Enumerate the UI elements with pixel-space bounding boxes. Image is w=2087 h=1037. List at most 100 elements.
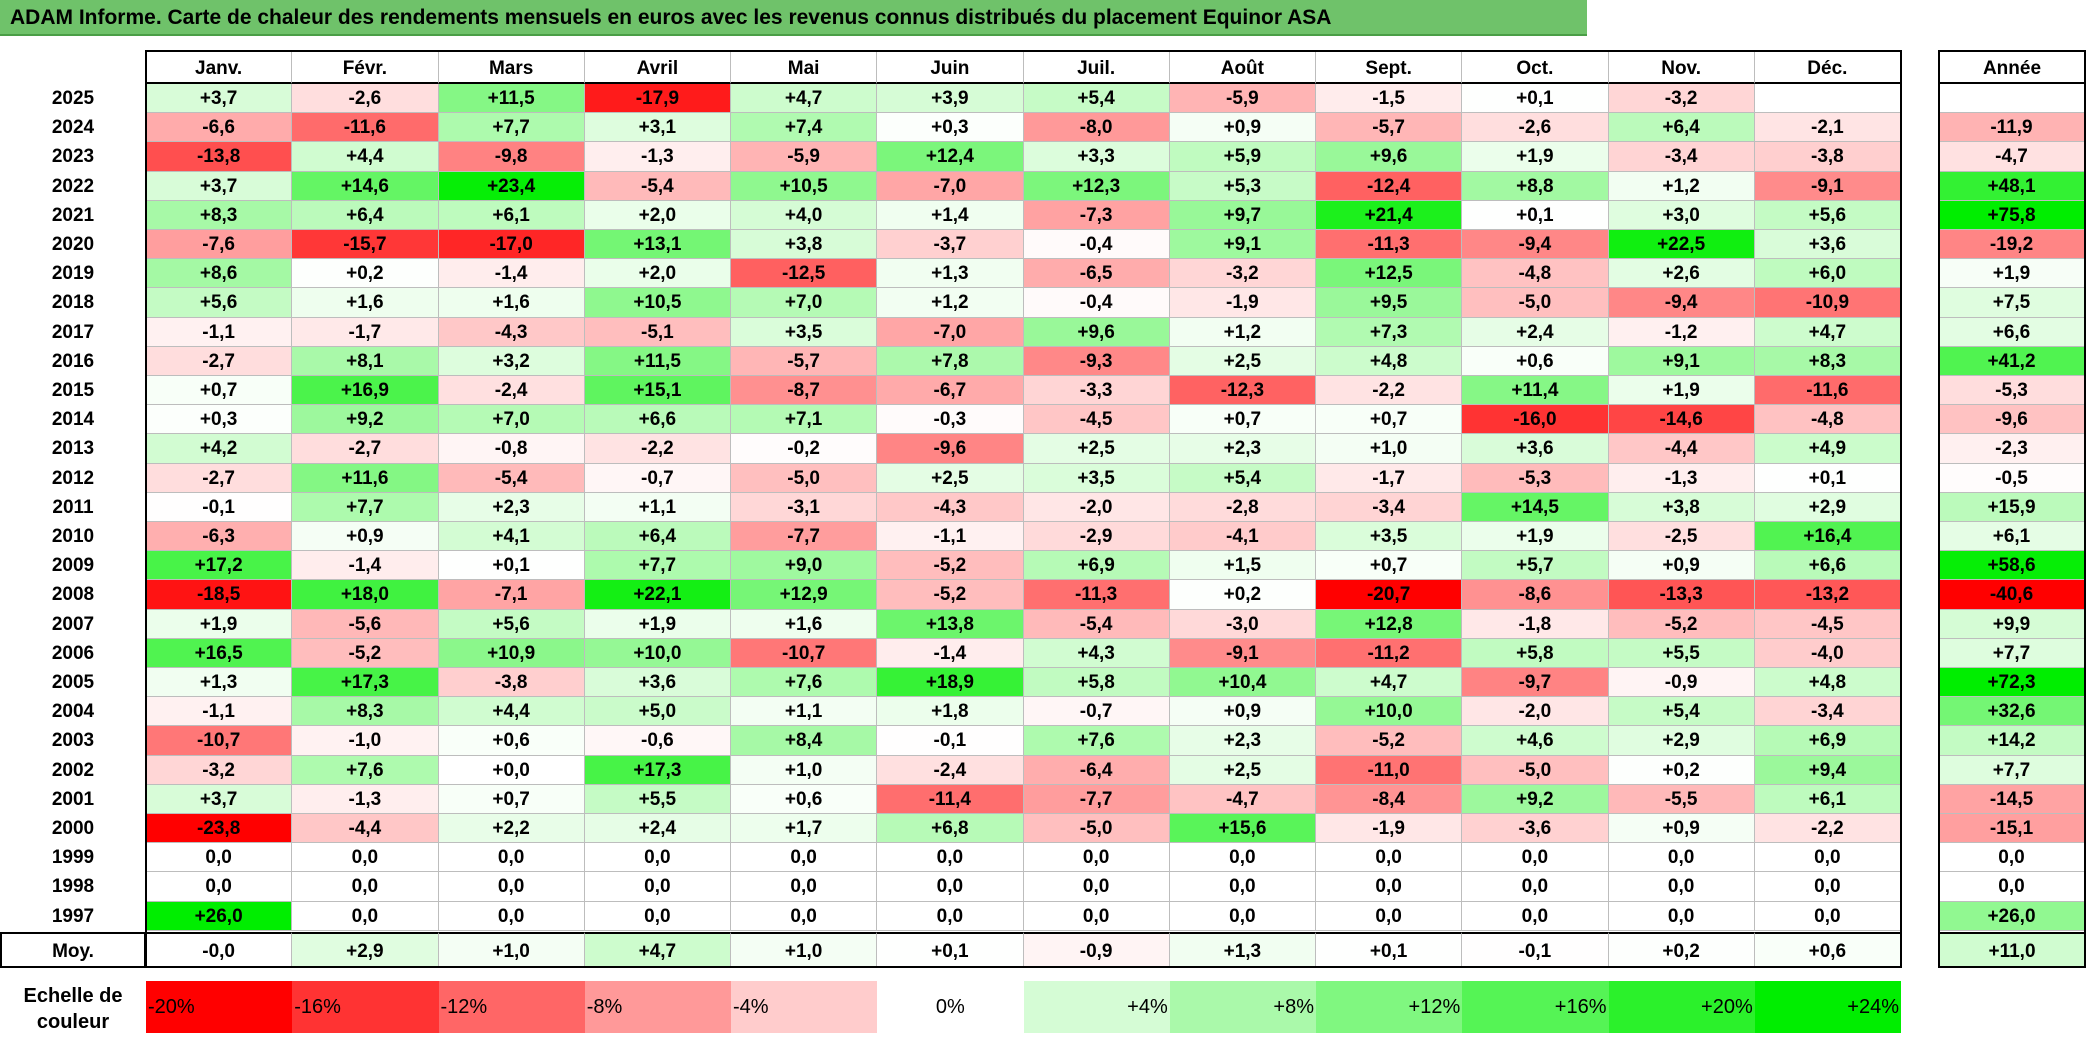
heatmap-cell: +4,7 — [1754, 317, 1901, 347]
heatmap-cell: +4,8 — [1316, 346, 1463, 376]
heatmap-cell: 0,0 — [731, 872, 878, 902]
heatmap-cell: +3,5 — [1316, 522, 1463, 552]
heatmap-cell: +12,8 — [1316, 609, 1463, 639]
heatmap-cell: -2,4 — [877, 755, 1024, 785]
month-header: Sept. — [1316, 50, 1463, 84]
heatmap-cell: -0,2 — [731, 434, 878, 464]
heatmap-cell: +11,6 — [292, 463, 439, 493]
heatmap-cell: -3,6 — [1462, 814, 1609, 844]
heatmap-cell: 0,0 — [1316, 872, 1463, 902]
year-label: 2019 — [0, 259, 146, 289]
heatmap-cell: -1,4 — [877, 638, 1024, 668]
heatmap-cell: +2,9 — [1608, 726, 1755, 756]
heatmap-cell: -2,7 — [146, 346, 293, 376]
heatmap-cell: +0,2 — [1169, 580, 1316, 610]
year-label: 2000 — [0, 814, 146, 844]
heatmap-cell: +3,6 — [584, 668, 731, 698]
heatmap-cell: +1,3 — [877, 259, 1024, 289]
heatmap-cell: +3,6 — [1462, 434, 1609, 464]
heatmap-cell: +8,3 — [146, 200, 293, 230]
heatmap-cell: +0,7 — [1169, 405, 1316, 435]
heatmap-cell: +9,6 — [1316, 142, 1463, 172]
heatmap-cell: -8,4 — [1316, 784, 1463, 814]
heatmap-cell: -1,7 — [1316, 463, 1463, 493]
year-total-cell: -11,9 — [1939, 113, 2085, 143]
heatmap-cell: +12,5 — [1316, 259, 1463, 289]
heatmap-cell: -0,6 — [584, 726, 731, 756]
heatmap-cell: +15,6 — [1169, 814, 1316, 844]
heatmap-cell: +5,8 — [1023, 668, 1170, 698]
heatmap-cell: +1,2 — [1608, 171, 1755, 201]
heatmap-cell: +3,7 — [146, 84, 293, 114]
heatmap-cell: -3,1 — [731, 492, 878, 522]
heatmap-cell: +10,5 — [731, 171, 878, 201]
heatmap-cell: +5,0 — [584, 697, 731, 727]
heatmap-cell: -12,4 — [1316, 171, 1463, 201]
heatmap-cell: -5,4 — [584, 171, 731, 201]
color-scale-stop: +20% — [1608, 981, 1755, 1033]
heatmap-cell: -1,5 — [1316, 84, 1463, 114]
heatmap-cell: +2,4 — [1462, 317, 1609, 347]
heatmap-cell: +5,5 — [584, 784, 731, 814]
heatmap-cell: +3,7 — [146, 784, 293, 814]
heatmap-cell: -8,6 — [1462, 580, 1609, 610]
heatmap-cell: -5,7 — [731, 346, 878, 376]
heatmap-cell: +3,1 — [584, 113, 731, 143]
heatmap-cell: +13,8 — [877, 609, 1024, 639]
heatmap-cell: +1,2 — [1169, 317, 1316, 347]
heatmap-cell: -8,7 — [731, 376, 878, 406]
year-total-cell: +6,1 — [1939, 522, 2085, 552]
heatmap-cell: -10,7 — [146, 726, 293, 756]
heatmap-cell: +8,3 — [1754, 346, 1901, 376]
average-cell: +2,9 — [292, 932, 439, 968]
heatmap-cell: -11,3 — [1316, 230, 1463, 260]
heatmap-cell: +6,0 — [1754, 259, 1901, 289]
year-label: 2007 — [0, 609, 146, 639]
color-scale-stop: +16% — [1462, 981, 1609, 1033]
heatmap-cell: -9,4 — [1608, 288, 1755, 318]
heatmap-cell: -1,4 — [292, 551, 439, 581]
color-scale-stop: 0% — [877, 981, 1024, 1033]
heatmap-cell: 0,0 — [731, 901, 878, 931]
heatmap-cell: +0,0 — [438, 755, 585, 785]
heatmap-cell: +2,5 — [877, 463, 1024, 493]
color-scale-stop: -4% — [731, 981, 878, 1033]
heatmap-cell: +1,0 — [1316, 434, 1463, 464]
heatmap-cell: -1,9 — [1316, 814, 1463, 844]
heatmap-cell: +5,6 — [438, 609, 585, 639]
heatmap-cell: +8,6 — [146, 259, 293, 289]
heatmap-cell: +0,6 — [1462, 346, 1609, 376]
heatmap-cell: +15,1 — [584, 376, 731, 406]
heatmap-cell: +7,1 — [731, 405, 878, 435]
average-cell: +4,7 — [584, 932, 731, 968]
heatmap-cell: -5,2 — [1608, 609, 1755, 639]
month-header: Mai — [731, 50, 878, 84]
heatmap-cell: +9,4 — [1754, 755, 1901, 785]
heatmap-cell: -0,4 — [1023, 230, 1170, 260]
heatmap-cell: +5,4 — [1608, 697, 1755, 727]
heatmap-cell: +5,7 — [1462, 551, 1609, 581]
heatmap-cell: +4,7 — [731, 84, 878, 114]
year-total-cell: +32,6 — [1939, 697, 2085, 727]
heatmap-cell: -5,9 — [731, 142, 878, 172]
month-header: Août — [1169, 50, 1316, 84]
heatmap-cell: +3,0 — [1608, 200, 1755, 230]
heatmap-cell: +0,9 — [292, 522, 439, 552]
year-label: 2023 — [0, 142, 146, 172]
heatmap-cell: -5,1 — [584, 317, 731, 347]
heatmap-cell: +2,5 — [1169, 755, 1316, 785]
heatmap-cell: -2,0 — [1023, 492, 1170, 522]
heatmap-cell: +1,1 — [584, 492, 731, 522]
heatmap-cell: +21,4 — [1316, 200, 1463, 230]
year-total-header: Année — [1939, 50, 2085, 84]
heatmap-cell: +3,8 — [1608, 492, 1755, 522]
heatmap-cell: +8,3 — [292, 697, 439, 727]
heatmap-cell: 0,0 — [292, 872, 439, 902]
heatmap-cell: 0,0 — [1608, 872, 1755, 902]
heatmap-cell: -2,2 — [584, 434, 731, 464]
heatmap-cell: 0,0 — [1462, 901, 1609, 931]
heatmap-cell: 0,0 — [292, 843, 439, 873]
heatmap-cell: -0,8 — [438, 434, 585, 464]
year-label: 2024 — [0, 113, 146, 143]
year-total-cell: +9,9 — [1939, 609, 2085, 639]
